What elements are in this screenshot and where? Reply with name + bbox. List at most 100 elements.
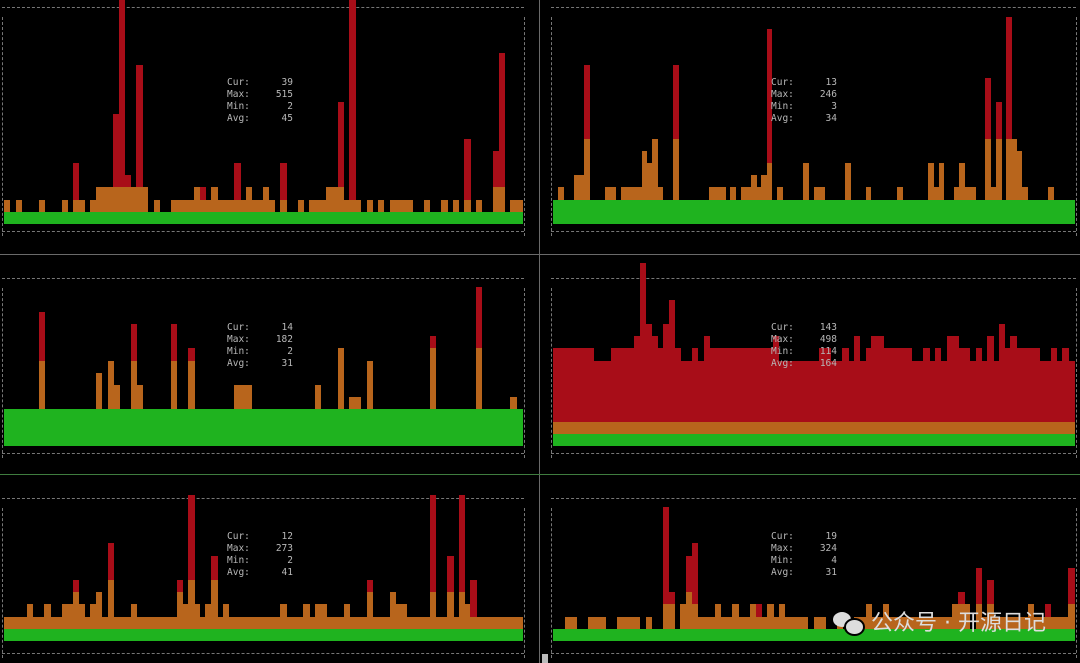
graph-column [136,0,143,224]
bar-segment-mid [1033,616,1040,629]
graph-column [401,0,408,446]
bar-segment-low [251,409,258,446]
bar-segment-low [395,409,402,446]
bar-segment-low [639,628,647,641]
pane-divider-horizontal-top[interactable] [0,254,1080,255]
bar-segment-mid [199,199,207,212]
graph-column [678,0,684,224]
graph-column [119,0,126,446]
bar-segment-low [378,628,385,641]
graph-column [645,0,652,641]
bar-segment-mid [337,348,345,410]
bar-segment-low [90,211,97,224]
stat-cur-value: 12 [281,531,293,542]
bar-segment-low [605,628,612,641]
graph-column [222,0,230,224]
pane-divider-vertical[interactable] [539,0,540,663]
bar-segment-mid [778,604,786,629]
bar-segment-mid [309,616,316,629]
bar-segment-low [813,433,820,446]
bar-segment-high [772,336,780,422]
bar-segment-mid [136,616,143,629]
bar-segment-high [738,348,745,422]
pane-divider-horizontal-bottom[interactable] [0,474,1080,475]
bar-segment-mid [280,199,287,212]
graph-column [32,0,40,641]
bar-segment-mid [320,199,327,212]
bar-segment-low [940,433,948,446]
bar-segment-high [766,28,773,163]
graph-column [101,0,109,641]
bar-segment-mid [239,385,247,410]
bar-segment-low [553,628,560,641]
bar-segment-mid [744,616,751,629]
bar-segment-mid [481,616,489,629]
graph-column [418,0,425,446]
graph-frame [2,278,524,454]
bar-segment-mid [929,616,936,629]
bar-segment-low [107,628,114,641]
bar-segment-low [147,628,155,641]
bar-segment-low [732,433,739,446]
bar-segment-low [985,199,992,224]
bar-segment-mid [332,616,339,629]
bar-segment-low [182,628,189,641]
bar-segment-mid [738,421,745,434]
bar-segment-mid [107,360,114,410]
bar-segment-low [182,211,189,224]
stats-block: Cur: 12 Max: 273 Min: 2 Avg: 41 [227,531,293,579]
bar-segment-low [992,628,1000,641]
bar-segment-high [668,592,676,605]
graph-column [193,0,201,446]
bar-segment-low [724,199,731,224]
graph-column [211,0,218,224]
bar-segment-mid [349,616,356,629]
graph-column [481,0,489,446]
bar-segment-low [73,409,80,446]
bar-segment-high [830,360,838,422]
bar-segment-mid [581,421,589,434]
bar-segment-low [778,628,786,641]
bar-segment-mid [935,421,942,434]
graph-frame-left-edge [2,288,3,458]
graph-column [1037,0,1044,224]
graph-column [268,0,276,641]
graph-frame-left-edge [551,508,552,658]
bar-segment-low [882,628,890,641]
bar-segment-low [616,433,624,446]
graph-column [245,0,253,446]
graph-column [61,0,68,446]
bar-segment-low [165,409,172,446]
bar-segment-mid [888,421,896,434]
graph-column [907,0,914,224]
graph-column [142,0,149,446]
bar-segment-low [38,628,45,641]
bar-segment-low [280,409,287,446]
bar-segment-low [481,628,489,641]
graph-column [67,0,74,641]
graph-column [193,0,201,224]
bar-segment-mid [1068,421,1075,434]
bar-segment-low [975,628,982,641]
bar-segment-high [755,348,762,422]
graph-column [251,0,258,224]
graph-column [309,0,316,641]
bar-segment-low [67,211,74,224]
graph-column [481,0,489,641]
graph-column [724,0,731,224]
graph-column [825,0,832,446]
bar-segment-mid [738,616,745,629]
graph-column [291,0,299,641]
bar-segment-low [395,628,402,641]
bar-segment-high [952,336,959,422]
graph-column [923,0,930,641]
bar-segment-high [1016,348,1023,422]
graph-column [1016,0,1023,224]
bar-segment-mid [475,348,483,410]
graph-column [188,0,195,446]
graph-column [697,0,705,641]
graph-column [668,0,676,641]
graph-column [516,0,523,446]
graph-column [372,0,379,641]
bar-segment-mid [516,616,523,629]
